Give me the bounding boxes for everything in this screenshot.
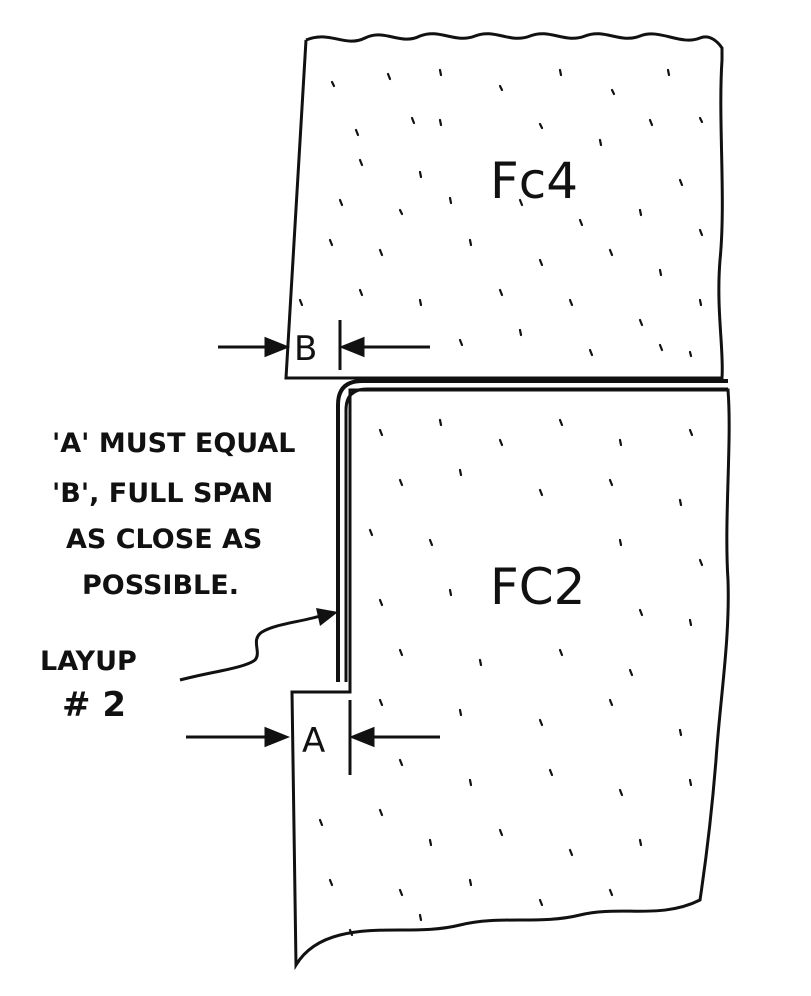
upper-part-label: Fc4 — [490, 152, 578, 210]
upper-part-outline — [284, 32, 724, 380]
layup-label-line-2: # 2 — [62, 685, 126, 725]
layup-leader-line — [179, 614, 321, 682]
layup-2-ply-inner — [344, 387, 728, 682]
note-line-3: AS CLOSE AS — [66, 524, 262, 555]
upper-speckle-texture — [298, 68, 704, 358]
dimension-a-label: A — [302, 721, 325, 761]
lower-part-outline — [290, 388, 731, 971]
lower-part-label: FC2 — [490, 558, 585, 616]
layup-label: LAYUP # 2 — [40, 646, 137, 725]
dimension-a — [186, 700, 440, 775]
note-line-1: 'A' MUST EQUAL — [52, 428, 295, 459]
note-line-2: 'B', FULL SPAN — [52, 478, 273, 509]
layup-2-ply — [336, 379, 728, 682]
dimension-b — [218, 320, 430, 370]
layup-leader-arrowhead — [316, 608, 338, 626]
layup-label-line-1: LAYUP — [40, 646, 137, 677]
note-line-4: POSSIBLE. — [82, 570, 239, 601]
lower-speckle-texture — [318, 418, 704, 937]
note-text: 'A' MUST EQUAL 'B', FULL SPAN AS CLOSE A… — [52, 428, 295, 601]
dimension-b-label: B — [294, 329, 317, 369]
